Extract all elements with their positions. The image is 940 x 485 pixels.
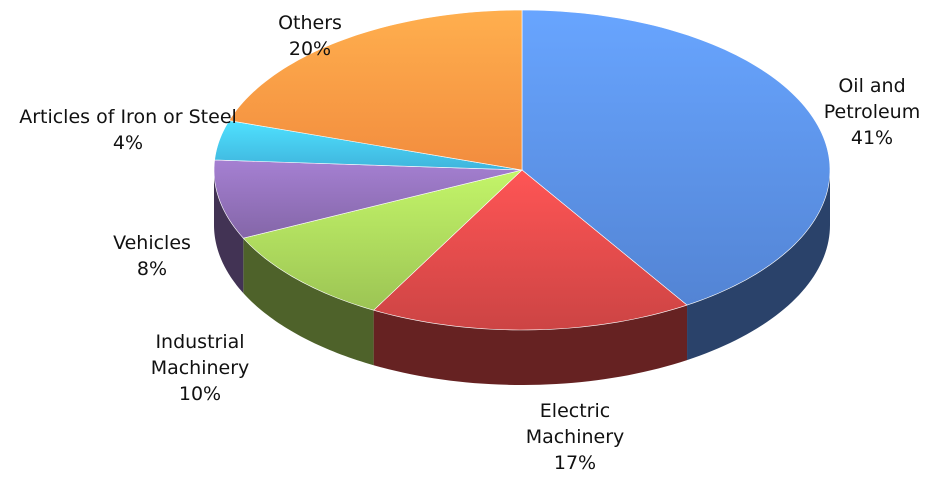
value-label: 17% — [553, 452, 597, 474]
category-name: Oil and Petroleum — [823, 75, 921, 123]
slice-label: Others 20% — [250, 10, 370, 62]
value-label: 10% — [178, 383, 222, 405]
slice-side — [243, 238, 374, 366]
slice-side — [687, 170, 830, 361]
slice-side — [214, 170, 244, 294]
slice — [373, 169, 688, 331]
slice-label: Articles of Iron or Steel 4% — [3, 104, 253, 156]
slice — [242, 169, 524, 311]
slice — [228, 9, 523, 171]
value-label: 20% — [288, 38, 332, 60]
value-label: 41% — [850, 127, 894, 149]
value-label: 4% — [112, 132, 144, 154]
category-name: Others — [278, 12, 342, 34]
category-name: Articles of Iron or Steel — [19, 106, 237, 128]
slice — [521, 9, 831, 306]
slice-label: Oil and Petroleum 41% — [812, 73, 932, 151]
category-name: Industrial Machinery — [150, 331, 250, 379]
category-name: Electric Machinery — [525, 400, 625, 448]
value-label: 8% — [136, 258, 168, 280]
slice-side — [373, 305, 688, 385]
slice — [213, 159, 523, 239]
slice-label: Vehicles 8% — [92, 230, 212, 282]
category-name: Vehicles — [113, 232, 191, 254]
slice — [214, 120, 523, 171]
slice-label: Industrial Machinery 10% — [130, 329, 270, 407]
slice-label: Electric Machinery 17% — [505, 398, 645, 476]
